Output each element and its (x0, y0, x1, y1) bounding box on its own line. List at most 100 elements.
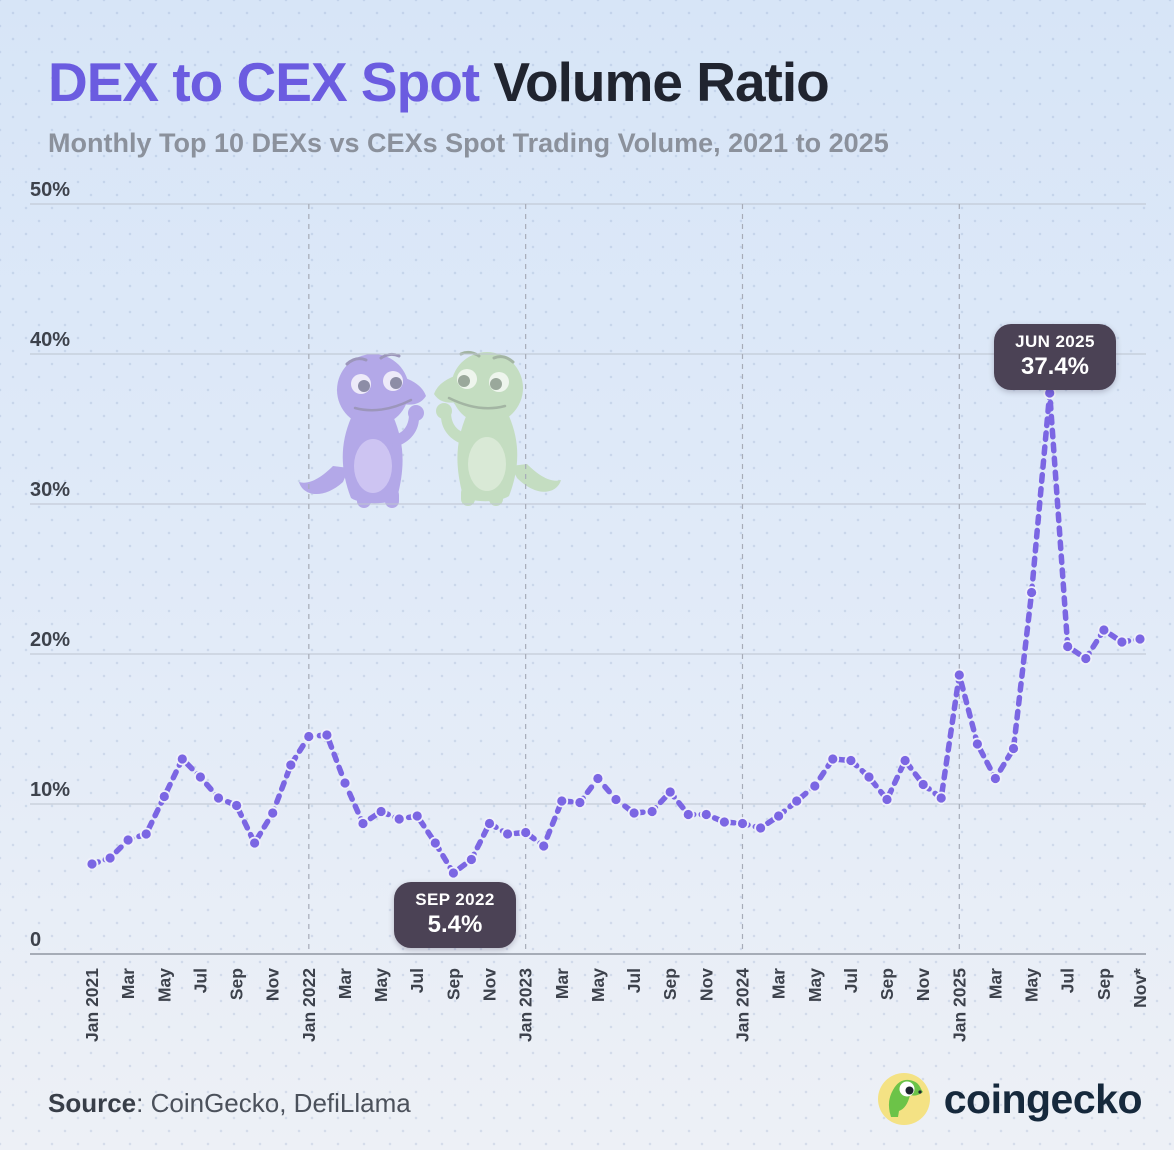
data-point-markers (85, 386, 1147, 880)
x-tick-label: Mar (985, 968, 1005, 999)
data-point (898, 754, 912, 767)
page-subtitle: Monthly Top 10 DEXs vs CEXs Spot Trading… (48, 128, 889, 158)
data-point (1025, 586, 1038, 599)
data-point (952, 668, 966, 682)
data-point (320, 728, 334, 742)
green-gecko-mascot (434, 350, 561, 506)
data-point (1115, 635, 1129, 649)
coingecko-logo: coingecko (877, 1072, 1143, 1126)
data-point (266, 806, 280, 820)
data-point (356, 817, 370, 830)
x-tick-label: Sep (877, 968, 897, 1000)
x-tick-label: May (588, 968, 608, 1002)
annotation-jun-2025: JUN 2025 37.4% (994, 324, 1116, 390)
x-tick-label: Jan 2021 (82, 968, 102, 1042)
gecko-mascots-watermark (299, 350, 561, 508)
x-tick-label: Nov* (1130, 968, 1150, 1008)
y-gridlines (30, 203, 1146, 955)
data-point (374, 805, 388, 818)
x-tick-label: Mar (769, 968, 789, 999)
data-point (85, 857, 99, 871)
x-tick-label: Mar (335, 968, 355, 999)
data-point (971, 737, 984, 751)
data-point (844, 754, 858, 767)
data-point (193, 770, 207, 784)
data-point (736, 817, 749, 830)
data-point (681, 808, 695, 821)
data-point (555, 794, 569, 808)
data-point (501, 827, 515, 841)
title-rest-text: Volume Ratio (479, 51, 829, 113)
data-point (1079, 652, 1093, 665)
annotation-value-label: 5.4% (427, 911, 483, 938)
data-point (826, 752, 840, 766)
data-point (989, 772, 1002, 785)
y-axis-labels: 50% 40% 30% 20% 10% 0 (30, 179, 70, 951)
data-point (699, 808, 713, 821)
data-point (212, 791, 225, 805)
data-point (754, 821, 767, 835)
x-tick-label: Jan 2023 (516, 968, 536, 1042)
x-tick-label: Jul (407, 968, 427, 993)
coingecko-gecko-icon (877, 1073, 930, 1125)
data-point (1061, 640, 1075, 653)
x-tick-label: Jul (841, 968, 861, 993)
data-point (790, 794, 804, 808)
x-tick-label: Jul (624, 968, 644, 993)
x-tick-label: Sep (1094, 968, 1114, 1000)
data-point (519, 826, 533, 839)
page-title: DEX to CEX Spot Volume Ratio (48, 50, 830, 114)
x-tick-label: Sep (227, 968, 247, 1000)
x-tick-label: Jan 2024 (732, 968, 752, 1042)
y-tick-label: 0 (30, 929, 41, 951)
data-point (1133, 632, 1147, 646)
data-point (428, 836, 442, 850)
data-point (1007, 742, 1020, 755)
data-point (645, 805, 659, 818)
x-tick-label: Jan 2025 (949, 968, 969, 1042)
x-tick-label: Sep (660, 968, 680, 1000)
x-tick-label: Nov (913, 968, 933, 1001)
annotation-date-label: SEP 2022 (415, 890, 495, 909)
y-tick-label: 20% (30, 629, 70, 651)
x-tick-label: Nov (696, 968, 716, 1001)
annotation-value-label: 37.4% (1020, 353, 1090, 380)
data-point (446, 866, 460, 880)
data-point (663, 785, 677, 799)
data-point (609, 793, 623, 806)
source-label: Source (48, 1088, 137, 1118)
y-tick-label: 30% (30, 479, 70, 501)
x-tick-label: May (1022, 968, 1042, 1002)
x-tick-label: Sep (443, 968, 463, 1000)
coingecko-wordmark: coingecko (943, 1075, 1143, 1122)
x-tick-label: Nov (480, 968, 500, 1001)
data-point (175, 752, 189, 766)
annotation-sep-2022: SEP 2022 5.4% (394, 882, 516, 948)
data-point (1097, 623, 1111, 637)
data-point (591, 772, 605, 785)
x-tick-label: May (805, 968, 825, 1002)
x-tick-label: Jan 2022 (299, 968, 319, 1042)
data-point (302, 730, 316, 743)
y-tick-label: 50% (30, 179, 70, 201)
annotation-date-label: JUN 2025 (1015, 332, 1095, 351)
x-tick-label: Jul (1058, 968, 1078, 993)
x-tick-label: Nov (263, 968, 283, 1001)
data-point (537, 839, 551, 853)
purple-gecko-mascot (299, 352, 426, 508)
x-tick-label: Jul (190, 968, 210, 993)
data-point (410, 809, 424, 823)
data-point (772, 809, 785, 823)
data-point (284, 758, 298, 772)
x-tick-label: May (154, 968, 174, 1002)
data-point (934, 791, 948, 805)
data-point (627, 806, 641, 820)
data-point (392, 812, 406, 826)
year-divider-lines (308, 204, 960, 954)
source-text: : CoinGecko, DefiLlama (136, 1088, 411, 1118)
x-tick-label: Mar (118, 968, 138, 999)
y-tick-label: 10% (30, 779, 70, 801)
y-tick-label: 40% (30, 329, 70, 351)
data-point (573, 796, 587, 809)
